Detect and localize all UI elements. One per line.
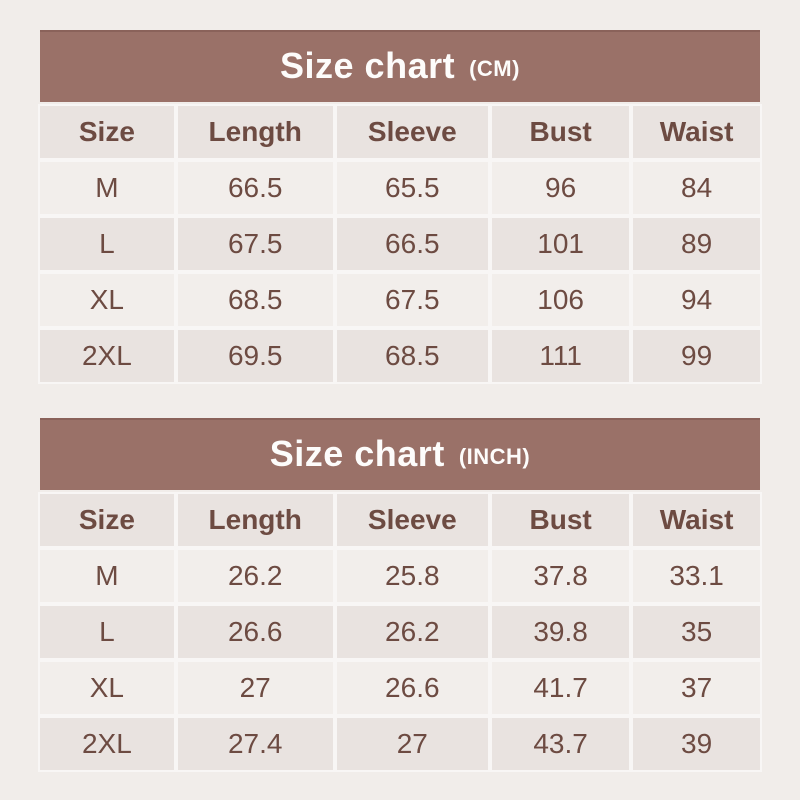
value-cell: 41.7	[491, 662, 630, 714]
size-chart-cm-title-bar: Size chart (CM)	[40, 30, 760, 102]
value-cell: 37	[633, 662, 760, 714]
size-cell: XL	[40, 274, 174, 326]
value-cell: 99	[633, 330, 760, 382]
col-header-bust: Bust	[491, 494, 630, 546]
size-chart-inch: Size chart (INCH) Size Length Sleeve Bus…	[40, 418, 760, 774]
value-cell: 25.8	[336, 550, 488, 602]
value-cell: 94	[633, 274, 760, 326]
value-cell: 67.5	[336, 274, 488, 326]
size-cell: 2XL	[40, 718, 174, 770]
value-cell: 106	[491, 274, 630, 326]
value-cell: 39.8	[491, 606, 630, 658]
value-cell: 68.5	[336, 330, 488, 382]
size-chart-cm: Size chart (CM) Size Length Sleeve Bust …	[40, 30, 760, 386]
col-header-sleeve: Sleeve	[336, 494, 488, 546]
value-cell: 96	[491, 162, 630, 214]
value-cell: 69.5	[177, 330, 333, 382]
value-cell: 66.5	[336, 218, 488, 270]
col-header-size: Size	[40, 494, 174, 546]
col-header-waist: Waist	[633, 106, 760, 158]
value-cell: 65.5	[336, 162, 488, 214]
size-cell: M	[40, 162, 174, 214]
table-row-xl: XL 27 26.6 41.7 37	[40, 662, 760, 714]
value-cell: 26.6	[336, 662, 488, 714]
value-cell: 33.1	[633, 550, 760, 602]
table-row-2xl: 2XL 69.5 68.5 111 99	[40, 330, 760, 382]
value-cell: 84	[633, 162, 760, 214]
size-chart-title: Size chart	[280, 45, 456, 86]
col-header-length: Length	[177, 494, 333, 546]
size-cell: 2XL	[40, 330, 174, 382]
size-cell: L	[40, 606, 174, 658]
value-cell: 43.7	[491, 718, 630, 770]
size-chart-title: Size chart	[269, 433, 445, 474]
value-cell: 26.2	[336, 606, 488, 658]
value-cell: 39	[633, 718, 760, 770]
size-chart-unit-inch: (INCH)	[458, 444, 531, 469]
col-header-sleeve: Sleeve	[336, 106, 488, 158]
col-header-length: Length	[177, 106, 333, 158]
table-row-l: L 67.5 66.5 101 89	[40, 218, 760, 270]
value-cell: 26.2	[177, 550, 333, 602]
table-row-m: M 26.2 25.8 37.8 33.1	[40, 550, 760, 602]
value-cell: 101	[491, 218, 630, 270]
value-cell: 27	[336, 718, 488, 770]
size-cell: XL	[40, 662, 174, 714]
col-header-bust: Bust	[491, 106, 630, 158]
value-cell: 37.8	[491, 550, 630, 602]
col-header-size: Size	[40, 106, 174, 158]
header-row: Size Length Sleeve Bust Waist	[40, 494, 760, 546]
col-header-waist: Waist	[633, 494, 760, 546]
size-chart-unit-cm: (CM)	[469, 56, 520, 81]
value-cell: 67.5	[177, 218, 333, 270]
value-cell: 27.4	[177, 718, 333, 770]
table-row-xl: XL 68.5 67.5 106 94	[40, 274, 760, 326]
table-row-m: M 66.5 65.5 96 84	[40, 162, 760, 214]
value-cell: 27	[177, 662, 333, 714]
value-cell: 26.6	[177, 606, 333, 658]
value-cell: 66.5	[177, 162, 333, 214]
size-table-cm: Size Length Sleeve Bust Waist M 66.5 65.…	[36, 102, 764, 386]
table-row-l: L 26.6 26.2 39.8 35	[40, 606, 760, 658]
size-cell: L	[40, 218, 174, 270]
size-chart-inch-title-bar: Size chart (INCH)	[40, 418, 760, 490]
value-cell: 68.5	[177, 274, 333, 326]
value-cell: 35	[633, 606, 760, 658]
header-row: Size Length Sleeve Bust Waist	[40, 106, 760, 158]
table-row-2xl: 2XL 27.4 27 43.7 39	[40, 718, 760, 770]
value-cell: 111	[491, 330, 630, 382]
size-cell: M	[40, 550, 174, 602]
size-table-inch: Size Length Sleeve Bust Waist M 26.2 25.…	[36, 490, 764, 774]
value-cell: 89	[633, 218, 760, 270]
